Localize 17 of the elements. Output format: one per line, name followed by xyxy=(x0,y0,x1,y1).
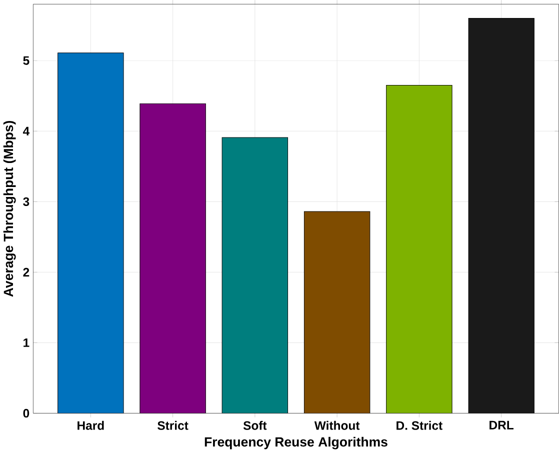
x-tick-label: Strict xyxy=(158,421,188,430)
x-tick-label: Soft xyxy=(243,421,267,430)
y-tick-label: 4 xyxy=(22,127,30,136)
x-axis-title: Frequency Reuse Algorithms xyxy=(204,437,388,450)
y-tick-label: 1 xyxy=(24,338,30,348)
x-tick-label: Hard xyxy=(78,421,104,430)
bar xyxy=(386,85,452,414)
bar xyxy=(468,18,534,414)
bar xyxy=(140,104,206,414)
y-axis-title: Average Throughput (Mbps) xyxy=(3,121,16,297)
y-tick-label: 5 xyxy=(23,56,30,66)
y-tick-label: 3 xyxy=(23,197,30,206)
x-tick-label: D. Strict xyxy=(396,421,442,430)
y-tick-label: 2 xyxy=(23,268,30,277)
x-tick-label: DRL xyxy=(490,421,514,430)
x-tick-label: Without xyxy=(314,421,360,430)
y-tick-label: 0 xyxy=(23,409,30,418)
